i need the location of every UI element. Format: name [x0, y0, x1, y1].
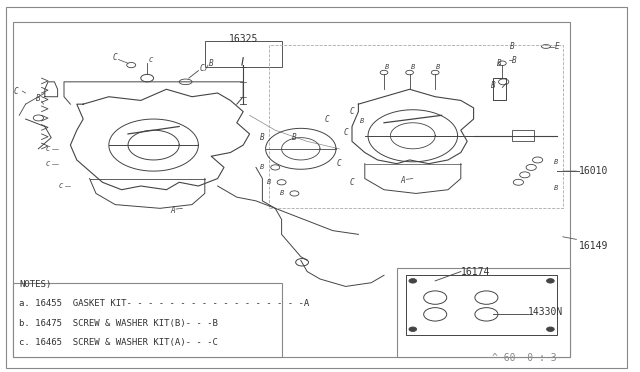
Text: B: B: [292, 133, 297, 142]
Text: C: C: [113, 53, 118, 62]
Text: 16010: 16010: [579, 166, 609, 176]
Text: A: A: [401, 176, 406, 185]
Bar: [13, 283, 282, 357]
Text: A: A: [170, 206, 175, 215]
Text: 14330N: 14330N: [528, 308, 563, 317]
Text: B: B: [554, 159, 558, 165]
Circle shape: [409, 327, 417, 331]
Bar: [512, 130, 534, 141]
Text: C: C: [343, 128, 348, 137]
Text: C: C: [59, 183, 63, 189]
Text: B: B: [385, 64, 389, 70]
Text: C: C: [13, 87, 19, 96]
Text: c. 16465  SCREW & WASHER KIT(A)- - -C: c. 16465 SCREW & WASHER KIT(A)- - -C: [19, 338, 218, 347]
Text: B: B: [260, 133, 265, 142]
Text: E: E: [554, 42, 559, 51]
Text: 16325: 16325: [228, 34, 258, 44]
Text: C: C: [349, 107, 355, 116]
Bar: [397, 268, 570, 357]
Text: NOTES): NOTES): [19, 280, 51, 289]
Text: ^ 60  0 : 3: ^ 60 0 : 3: [492, 353, 557, 363]
Text: B: B: [260, 164, 264, 170]
Text: B: B: [490, 81, 495, 90]
Text: C: C: [199, 64, 204, 73]
Text: C: C: [46, 161, 50, 167]
Text: B: B: [360, 118, 364, 124]
Text: 16174: 16174: [461, 267, 490, 276]
Text: B: B: [267, 179, 271, 185]
Text: B: B: [280, 190, 284, 196]
Bar: [205, 41, 282, 67]
Circle shape: [547, 327, 554, 331]
Text: C: C: [349, 178, 355, 187]
Text: a. 16455  GASKET KIT- - - - - - - - - - - - - - - - -A: a. 16455 GASKET KIT- - - - - - - - - - -…: [19, 299, 310, 308]
Text: B: B: [497, 59, 502, 68]
Text: C: C: [337, 159, 342, 168]
Text: C: C: [324, 115, 329, 124]
Text: C: C: [46, 146, 50, 152]
Text: B: B: [436, 64, 440, 70]
Text: C: C: [148, 57, 152, 62]
Text: B: B: [512, 56, 516, 65]
Circle shape: [409, 279, 417, 283]
Text: B: B: [411, 64, 415, 70]
Text: B: B: [509, 42, 515, 51]
Bar: [13, 22, 570, 357]
Text: 16149: 16149: [579, 241, 609, 250]
Text: B: B: [554, 185, 558, 191]
Text: B: B: [209, 59, 214, 68]
Text: b. 16475  SCREW & WASHER KIT(B)- - -B: b. 16475 SCREW & WASHER KIT(B)- - -B: [19, 319, 218, 328]
Text: B: B: [36, 94, 41, 103]
Circle shape: [547, 279, 554, 283]
